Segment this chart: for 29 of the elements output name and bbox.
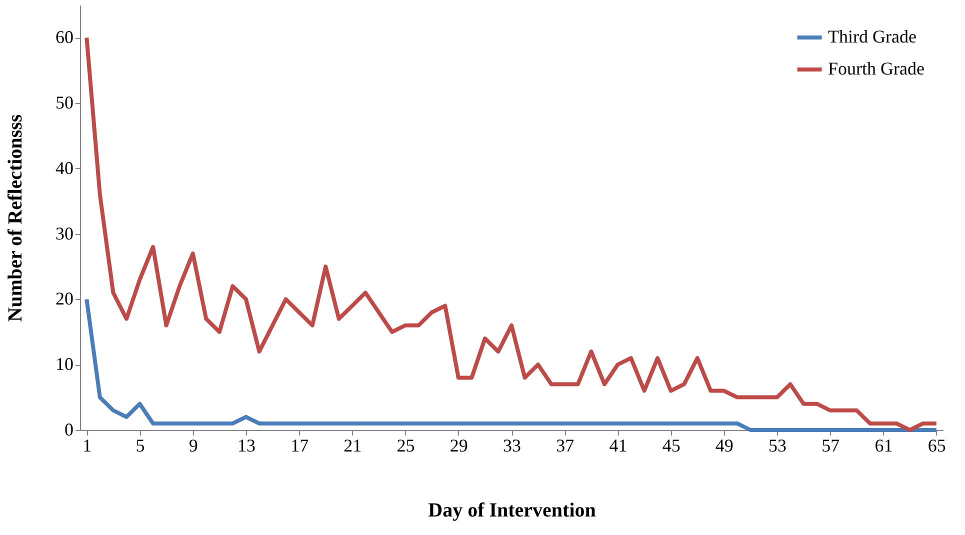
y-tick-label: 30: [56, 223, 74, 244]
y-tick-label: 20: [56, 288, 74, 309]
x-tick-label: 61: [874, 436, 893, 456]
x-tick-label: 5: [136, 436, 145, 456]
x-tick-label: 17: [290, 436, 309, 456]
x-tick-label: 49: [715, 436, 734, 456]
y-tick-label: 10: [56, 354, 74, 374]
x-tick-label: 65: [928, 436, 946, 456]
legend-label: Fourth Grade: [828, 58, 924, 78]
x-tick-label: 33: [503, 436, 521, 456]
x-tick-label: 9: [188, 436, 198, 456]
x-tick-label: 29: [450, 436, 468, 456]
y-tick-label: 50: [56, 92, 74, 113]
x-tick-label: 13: [237, 436, 256, 456]
y-tick-label: 40: [56, 158, 74, 178]
x-tick-label: 53: [768, 436, 787, 456]
line-series: [84, 297, 938, 432]
x-tick-label: 25: [396, 436, 415, 456]
y-tick-label: 60: [56, 27, 74, 48]
x-tick-label: 41: [609, 436, 628, 456]
legend-label: Third Grade: [828, 26, 916, 46]
x-tick-label: 21: [344, 436, 362, 456]
x-tick-label: 57: [822, 436, 840, 456]
x-tick-label: 37: [556, 436, 574, 456]
y-axis-title: Number of Reflectionsss: [4, 114, 26, 322]
x-axis-title: Day of Intervention: [428, 500, 596, 522]
y-tick-label: 0: [64, 420, 74, 440]
x-tick-label: 45: [662, 436, 680, 456]
x-tick-label: 1: [82, 436, 92, 456]
